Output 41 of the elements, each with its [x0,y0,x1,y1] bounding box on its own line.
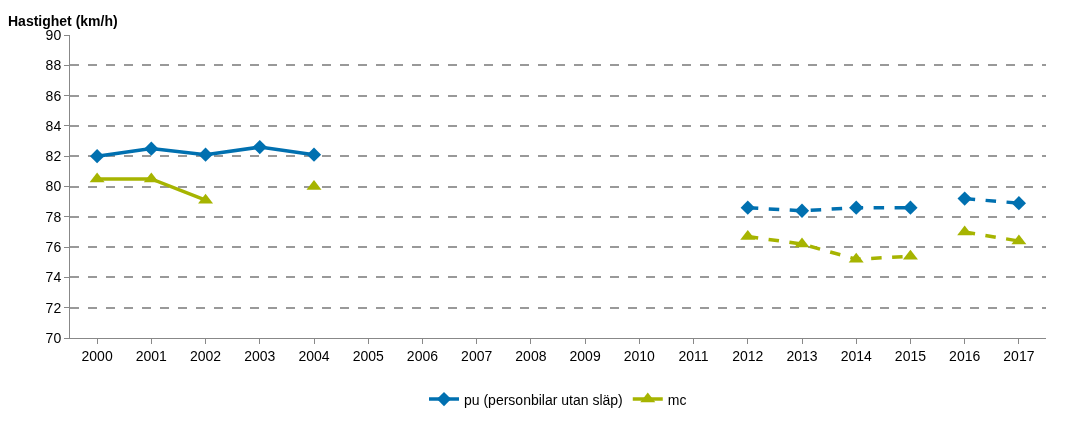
legend-label: pu (personbilar utan släp) [464,391,623,408]
point [794,203,810,218]
x-tick-label: 2003 [244,347,276,364]
x-tick-label: 2006 [406,347,439,364]
y-tick-label: 76 [45,239,62,255]
point [903,200,918,215]
point [89,149,105,164]
x-tick-label: 2004 [298,347,330,364]
x-tick-label: 2010 [623,347,656,364]
y-tick-label: 88 [45,57,62,74]
legend-label: mc [667,391,687,408]
y-tick-label: 78 [45,208,62,225]
x-tick-label: 2012 [732,347,764,364]
point [252,139,267,155]
x-tick-label: 2009 [569,347,601,364]
y-tick-label: 86 [45,87,62,104]
y-tick-label: 74 [45,269,62,286]
point [740,200,755,215]
x-tick-label: 2015 [894,347,927,364]
y-tick-label: 70 [45,329,62,346]
x-tick-label: 2007 [461,347,493,364]
y-tick-label: 72 [45,299,62,316]
x-tick-label: 2008 [515,347,547,364]
point [306,147,322,162]
point [957,191,972,206]
x-tick-label: 2000 [81,347,113,364]
x-tick-label: 2005 [352,347,384,364]
x-tick-label: 2016 [949,347,981,364]
y-tick-label: 80 [45,178,62,195]
point [849,200,864,215]
point [1011,196,1027,211]
x-tick-label: 2014 [840,347,872,364]
y-tick-label: 84 [45,117,62,134]
x-tick-label: 2002 [189,347,222,364]
x-tick-label: 2001 [135,347,168,364]
point [198,147,213,162]
y-tick-label: 82 [45,148,62,165]
point [144,141,159,156]
x-tick-label: 2013 [786,347,818,364]
x-tick-label: 2017 [1003,347,1035,364]
x-tick-label: 2011 [678,347,709,364]
